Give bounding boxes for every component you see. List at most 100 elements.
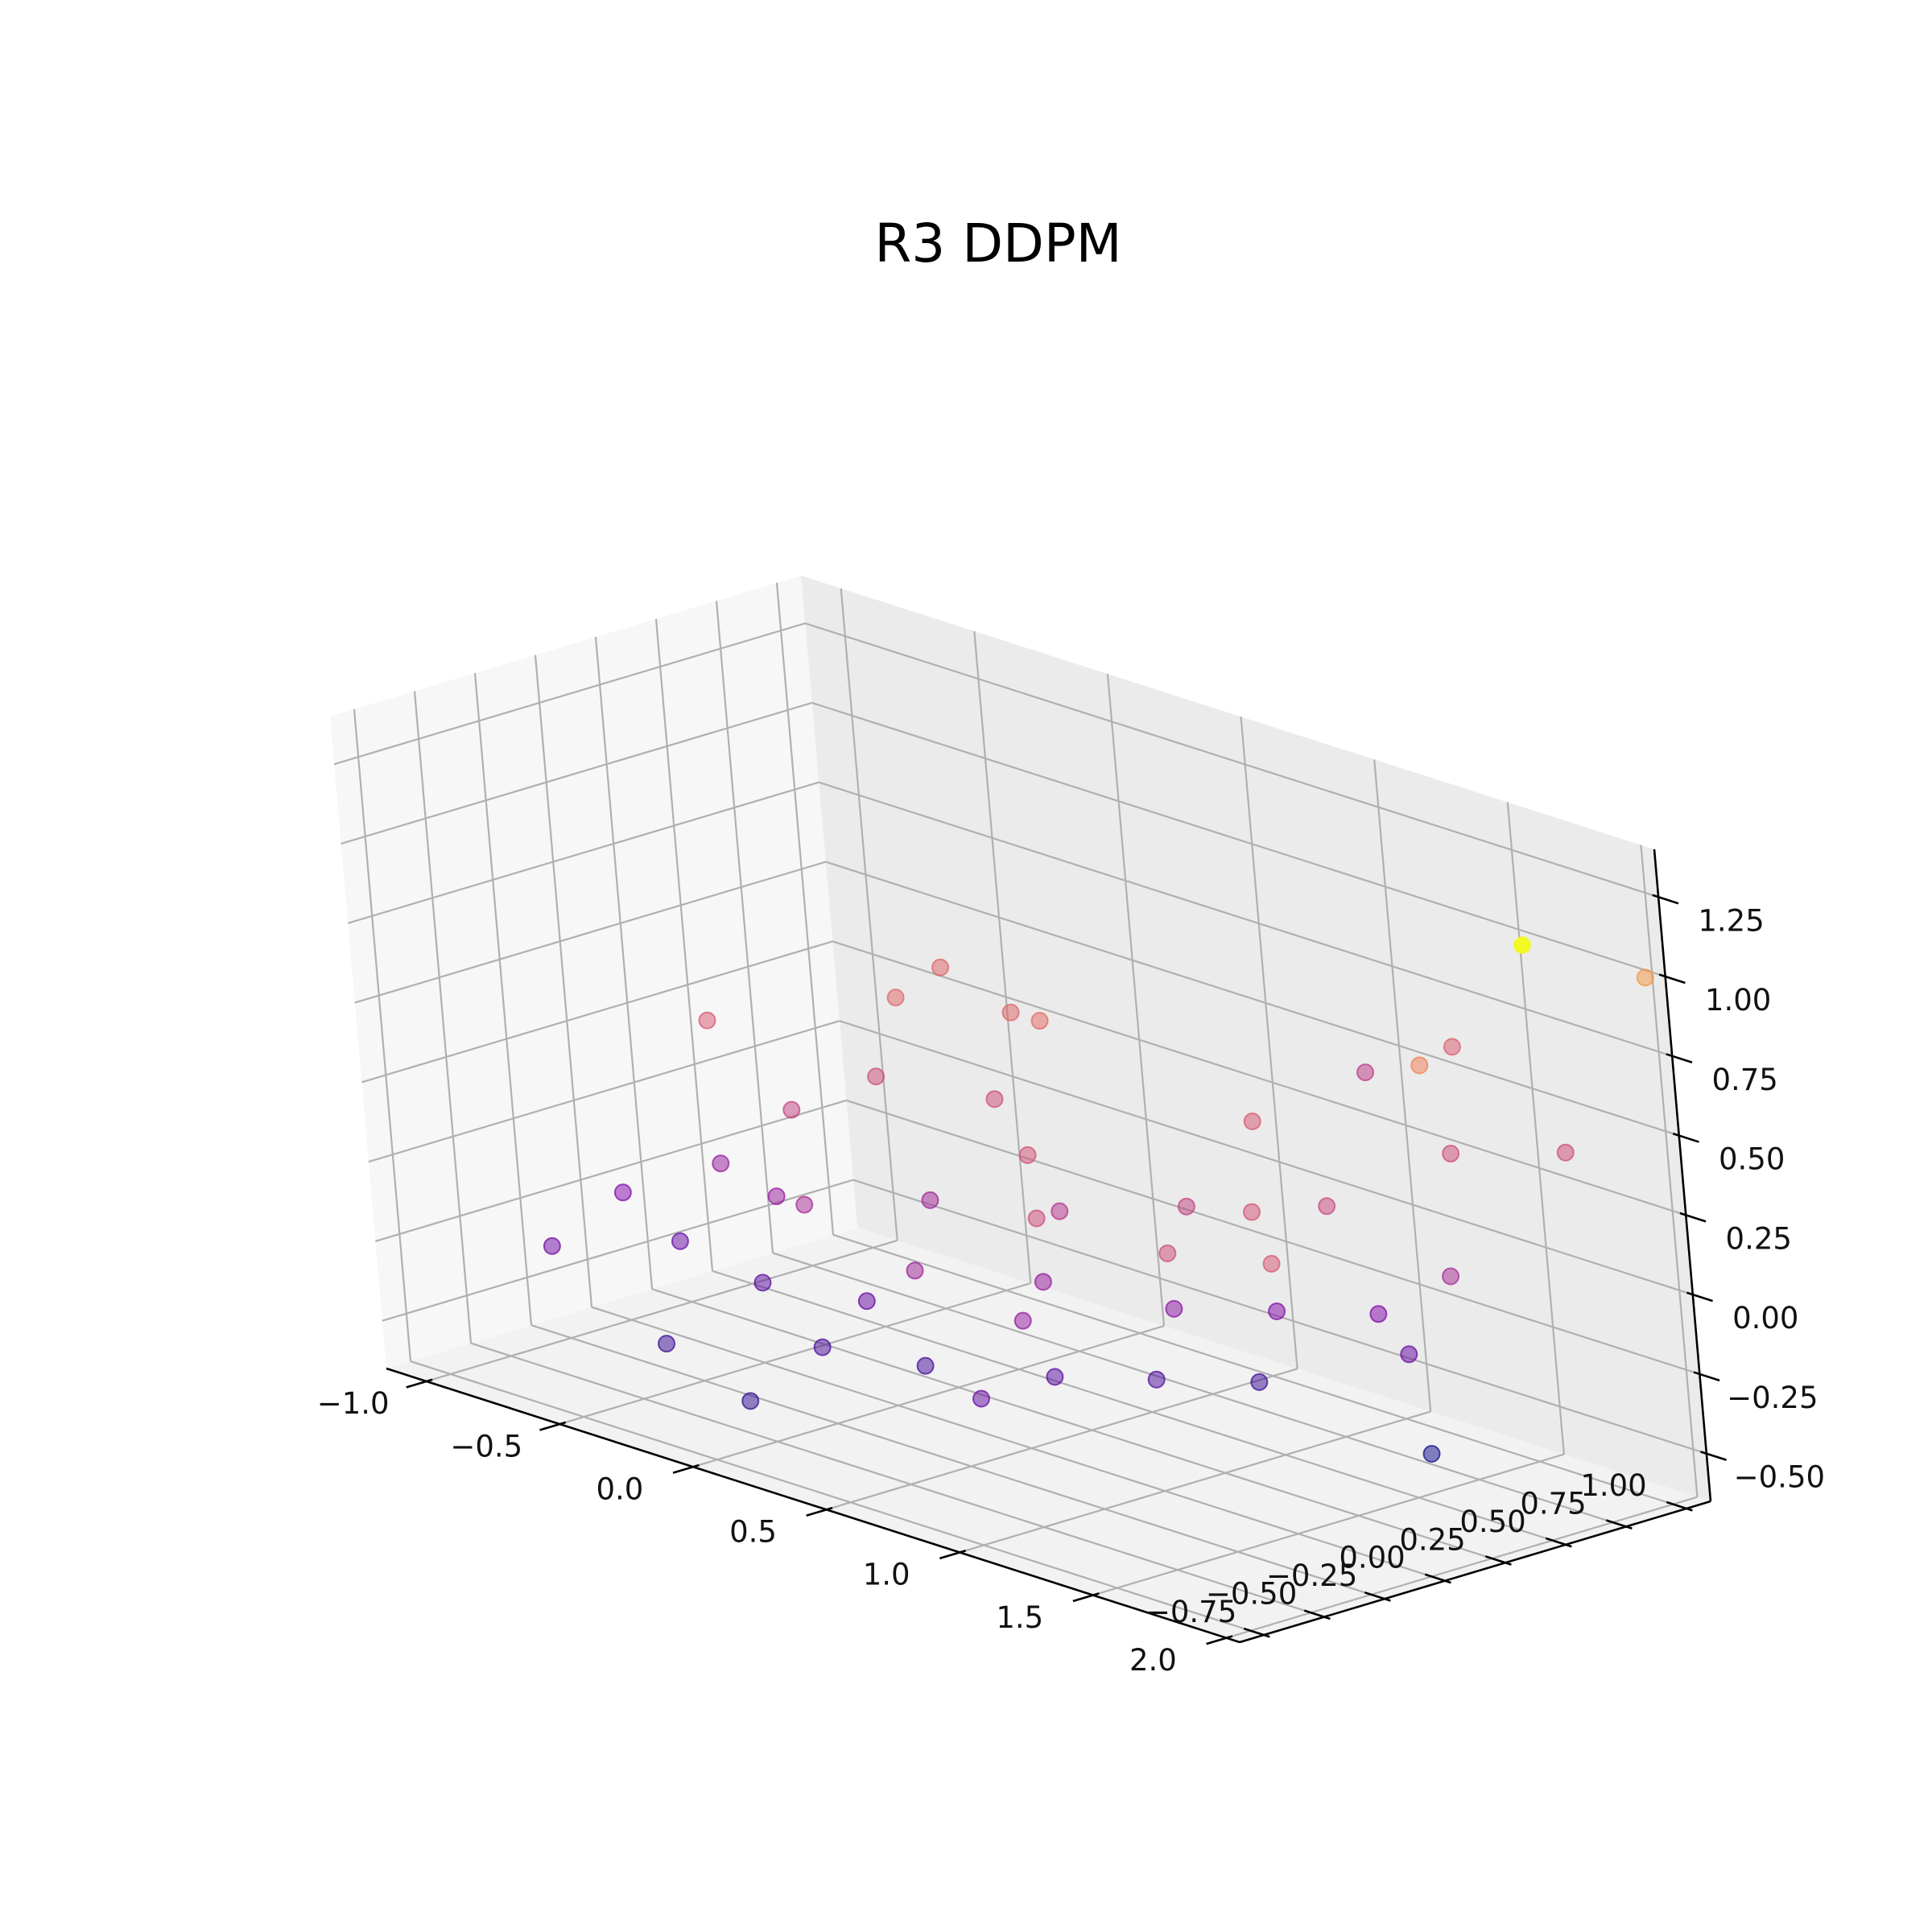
gridline-z-back [846,1099,1700,1375]
gridline-y-side [715,601,774,1253]
x-axis-tick-label: 2.0 [1129,1643,1177,1678]
data-point [1556,1143,1575,1162]
gridline-z-back [839,1020,1694,1296]
data-point [1369,1305,1388,1323]
back-pane [801,576,1711,1501]
gridline-x-floor [959,1410,1431,1554]
x-axis-tick [539,1421,567,1431]
y-axis-tick [1605,1519,1633,1530]
y-axis-tick [1484,1555,1512,1566]
z-axis-tick [1686,1291,1713,1302]
x-axis-tick-label: 1.5 [996,1600,1043,1635]
x-axis-tick [672,1463,700,1474]
data-point [857,1292,876,1311]
tick-labels: −1.0−0.50.00.51.01.52.0−0.75−0.50−0.250.… [317,903,1825,1678]
y-axis-tick-label: 0.75 [1520,1486,1586,1521]
data-point [1262,1254,1281,1273]
tick-marks [406,894,1728,1645]
x-axis-tick [1072,1592,1100,1603]
gridline-x-floor [426,1239,898,1382]
gridline-y-side [534,654,593,1307]
data-point [1400,1345,1418,1364]
x-axis-tick-label: 0.5 [729,1515,777,1550]
data-point [906,1261,924,1280]
data-point [1030,1012,1049,1030]
data-point [1013,1311,1032,1330]
gridline-y-floor [591,1306,1446,1582]
y-axis-tick [1666,1501,1693,1512]
gridline-y-floor [651,1288,1506,1564]
data-point [931,958,950,976]
data-point [1034,1273,1052,1291]
data-point [1443,1038,1461,1056]
floor-pane [386,1228,1711,1642]
data-point [712,1154,730,1173]
y-axis-tick-label: −0.50 [1206,1577,1297,1612]
data-point [1442,1267,1460,1286]
data-point [985,1090,1004,1108]
gridline-y-side [775,582,835,1236]
data-point [1636,968,1654,987]
gridline-y-floor [712,1269,1567,1546]
gridline-x-back [1373,759,1432,1412]
gridline-z-side [375,1099,847,1243]
data-point [1158,1244,1177,1262]
data-point [543,1236,561,1255]
z-axis-tick-label: 0.00 [1732,1301,1798,1335]
x-axis-tick [406,1378,433,1389]
data-point [753,1274,772,1292]
gridline-y-floor [530,1324,1385,1600]
gridline-y-side [473,673,533,1326]
z-axis-tick-label: −0.50 [1734,1460,1825,1495]
gridline-y-side [413,691,473,1344]
x-axis-tick [1206,1635,1233,1645]
gridline-z-side [368,1020,840,1163]
data-point [1046,1368,1064,1386]
gridline-y-side [654,618,714,1271]
z-axis-tick-label: −0.25 [1727,1381,1818,1415]
gridline-y-floor [470,1342,1325,1618]
data-point [1051,1202,1069,1220]
y-axis-tick-label: −0.25 [1266,1558,1357,1593]
chart-title: R3 DDPM [874,213,1121,275]
data-point [1318,1197,1336,1216]
data-point [671,1232,689,1250]
gridline-z-side [333,622,806,766]
x-axis-line [386,1367,1241,1644]
gridline-y-floor [410,1360,1265,1637]
gridline-z-side [347,781,819,924]
data-point [867,1067,886,1086]
gridline-y-side [594,637,654,1290]
y-axis-tick-label: 0.50 [1459,1505,1525,1539]
gridline-x-back [1240,716,1298,1369]
data-point [782,1100,801,1119]
data-point [813,1338,832,1356]
grid-lines [333,582,1707,1639]
y-axis-tick [1545,1537,1572,1548]
data-point [921,1191,939,1209]
data-point [1147,1370,1166,1389]
data-point [1027,1209,1046,1228]
data-point [613,1183,632,1202]
z-axis-line [1653,848,1712,1502]
gridline-x-back [840,588,898,1241]
gridline-x-back [1640,844,1699,1497]
x-axis-tick-label: 1.0 [863,1558,910,1592]
y-axis-tick [1243,1627,1270,1638]
x-axis-tick-label: −0.5 [450,1429,522,1463]
z-axis-tick [1679,1212,1707,1223]
scatter-points [543,936,1654,1463]
gridline-z-side [354,861,827,1004]
z-axis-tick [1658,973,1686,985]
data-point [795,1195,814,1214]
gridline-z-side [341,701,812,845]
x-axis-tick-label: −1.0 [317,1386,390,1421]
gridline-x-floor [559,1282,1031,1426]
data-point [972,1389,990,1408]
data-point [886,989,905,1007]
z-axis-tick [1693,1371,1720,1382]
data-point [1442,1145,1460,1163]
gridline-x-back [973,630,1032,1284]
